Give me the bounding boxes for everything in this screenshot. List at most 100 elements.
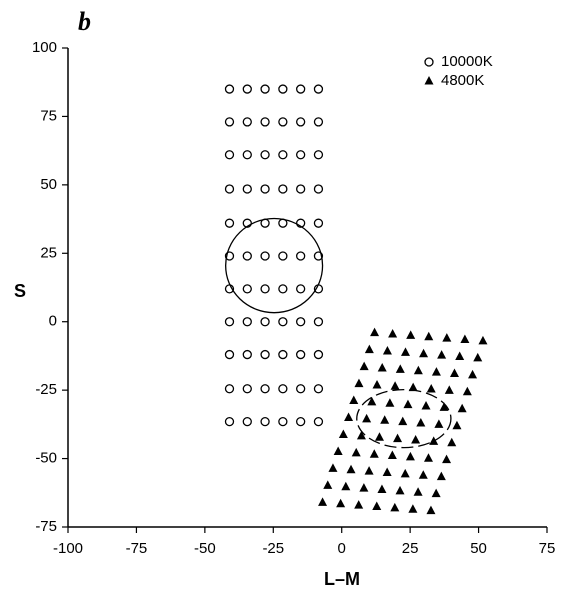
point (413, 487, 423, 496)
point (296, 349, 306, 360)
y-tick-label: -25 (35, 381, 57, 398)
point (455, 351, 465, 360)
point (431, 488, 441, 498)
y-tick-label: 50 (40, 176, 57, 193)
point (434, 419, 444, 428)
point (278, 384, 288, 394)
ellipse (356, 388, 452, 449)
point (296, 117, 306, 127)
x-tick-label: -100 (53, 540, 83, 557)
point (242, 284, 252, 294)
point (478, 335, 488, 345)
point (242, 150, 252, 160)
point (313, 251, 324, 261)
point (382, 467, 392, 477)
point (349, 395, 359, 405)
point (374, 432, 384, 441)
point (260, 349, 270, 360)
point (442, 454, 452, 464)
point (313, 317, 324, 327)
point (224, 84, 235, 94)
x-tick-label: -25 (262, 540, 284, 557)
point (313, 84, 324, 94)
point (377, 362, 387, 372)
point (359, 483, 369, 492)
point (313, 416, 324, 427)
point (377, 484, 387, 494)
point (260, 284, 270, 294)
point (400, 468, 410, 478)
point (364, 344, 374, 354)
y-tick-label: 100 (32, 39, 57, 56)
point (437, 350, 447, 359)
point (344, 412, 354, 422)
point (390, 381, 400, 390)
y-tick-label: -50 (35, 450, 57, 467)
point (296, 150, 306, 160)
point (242, 117, 252, 127)
point (260, 384, 270, 394)
point (336, 498, 346, 508)
x-tick-label: 0 (338, 540, 346, 557)
point (449, 368, 459, 377)
point (460, 334, 470, 344)
point (423, 453, 433, 462)
point (278, 349, 288, 360)
point (387, 450, 397, 460)
point (224, 384, 235, 394)
point (260, 416, 270, 427)
point (416, 417, 426, 427)
y-tick-label: 75 (40, 107, 57, 124)
y-tick-label: 0 (49, 313, 57, 330)
point (296, 251, 306, 261)
point (224, 349, 235, 360)
point (426, 505, 436, 515)
point (313, 218, 324, 228)
point (372, 379, 382, 389)
point (224, 218, 235, 228)
point (406, 330, 416, 339)
x-tick-label: 50 (470, 540, 487, 557)
point (418, 470, 428, 479)
point (296, 416, 306, 427)
point (278, 84, 288, 94)
point (260, 84, 270, 94)
point (431, 367, 441, 376)
point (242, 251, 252, 261)
point (278, 150, 288, 160)
point (260, 251, 270, 261)
point (278, 416, 288, 427)
point (452, 420, 462, 430)
point (413, 365, 423, 375)
point (242, 349, 252, 360)
point (328, 463, 338, 472)
point (390, 502, 400, 512)
point (380, 415, 390, 424)
y-tick-label: 25 (40, 244, 57, 261)
point (436, 471, 446, 481)
point (224, 184, 235, 194)
point (395, 485, 405, 495)
point (462, 386, 472, 396)
x-axis-label: L–M (324, 569, 360, 589)
point (424, 331, 434, 341)
point (364, 466, 374, 475)
point (313, 184, 324, 194)
y-tick-label: -75 (35, 518, 57, 535)
point (260, 317, 270, 327)
point (408, 504, 418, 513)
point (296, 184, 306, 194)
point (260, 184, 270, 194)
point (313, 384, 324, 394)
point (338, 429, 348, 438)
legend-label: 4800K (441, 72, 484, 89)
point (400, 347, 410, 356)
point (224, 416, 235, 427)
point (395, 364, 405, 373)
point (296, 84, 306, 94)
legend-label: 10000K (441, 53, 493, 70)
point (403, 399, 413, 409)
point (419, 348, 429, 358)
point (323, 480, 333, 489)
